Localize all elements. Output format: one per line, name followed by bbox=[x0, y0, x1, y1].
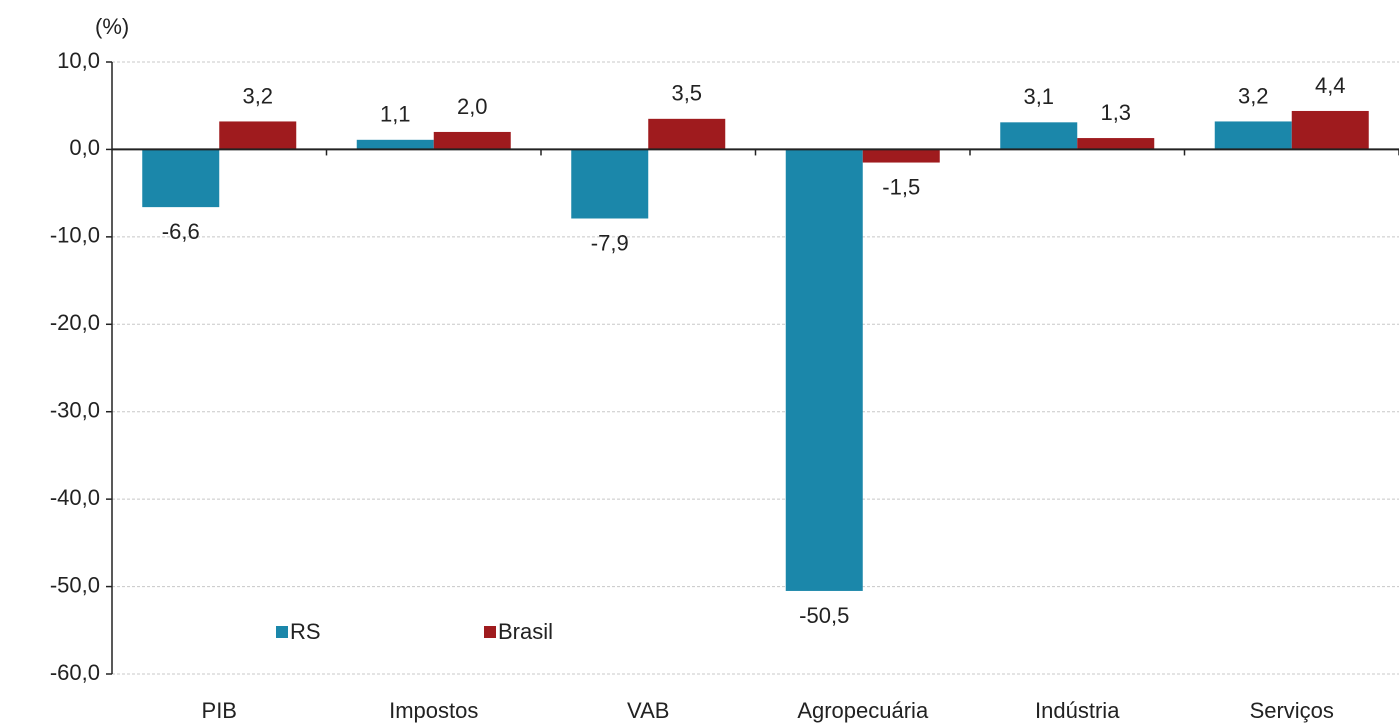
bar bbox=[571, 149, 649, 219]
legend-swatch bbox=[484, 626, 496, 638]
data-label: -50,5 bbox=[799, 603, 849, 628]
x-tick-label: Impostos bbox=[389, 698, 478, 723]
bar bbox=[1077, 138, 1155, 150]
bar bbox=[1000, 122, 1078, 150]
y-tick-label: -10,0 bbox=[50, 223, 100, 248]
y-tick-label: -60,0 bbox=[50, 660, 100, 685]
legend-label: Brasil bbox=[498, 619, 553, 644]
y-tick-label: 0,0 bbox=[69, 135, 100, 160]
bar bbox=[142, 149, 220, 208]
x-tick-label: Indústria bbox=[1035, 698, 1120, 723]
data-label: 2,0 bbox=[457, 94, 488, 119]
data-label: -1,5 bbox=[882, 174, 920, 199]
data-label: 3,5 bbox=[671, 81, 702, 106]
bar bbox=[219, 121, 297, 150]
x-tick-label: PIB bbox=[202, 698, 237, 723]
bar bbox=[1214, 121, 1292, 150]
bar bbox=[862, 149, 940, 163]
x-tick-label: VAB bbox=[627, 698, 669, 723]
x-tick-label: Serviços bbox=[1250, 698, 1334, 723]
x-tick-label: Agropecuária bbox=[797, 698, 929, 723]
data-label: -6,6 bbox=[162, 219, 200, 244]
legend-swatch bbox=[276, 626, 288, 638]
data-label: 1,1 bbox=[380, 102, 411, 127]
data-label: 3,1 bbox=[1023, 84, 1054, 109]
bar bbox=[648, 118, 726, 150]
y-tick-label: -40,0 bbox=[50, 485, 100, 510]
y-tick-label: -50,0 bbox=[50, 572, 100, 597]
bar bbox=[1291, 110, 1369, 150]
y-tick-label: -30,0 bbox=[50, 398, 100, 423]
bar bbox=[785, 149, 863, 591]
data-label: 1,3 bbox=[1100, 100, 1131, 125]
data-label: 4,4 bbox=[1315, 73, 1346, 98]
data-label: 3,2 bbox=[242, 83, 273, 108]
data-label: 3,2 bbox=[1238, 83, 1269, 108]
legend-label: RS bbox=[290, 619, 321, 644]
bar bbox=[356, 139, 434, 150]
y-axis-label: (%) bbox=[95, 14, 129, 39]
y-tick-label: -20,0 bbox=[50, 310, 100, 335]
y-tick-label: 10,0 bbox=[57, 48, 100, 73]
data-label: -7,9 bbox=[591, 230, 629, 255]
bar bbox=[433, 131, 511, 150]
